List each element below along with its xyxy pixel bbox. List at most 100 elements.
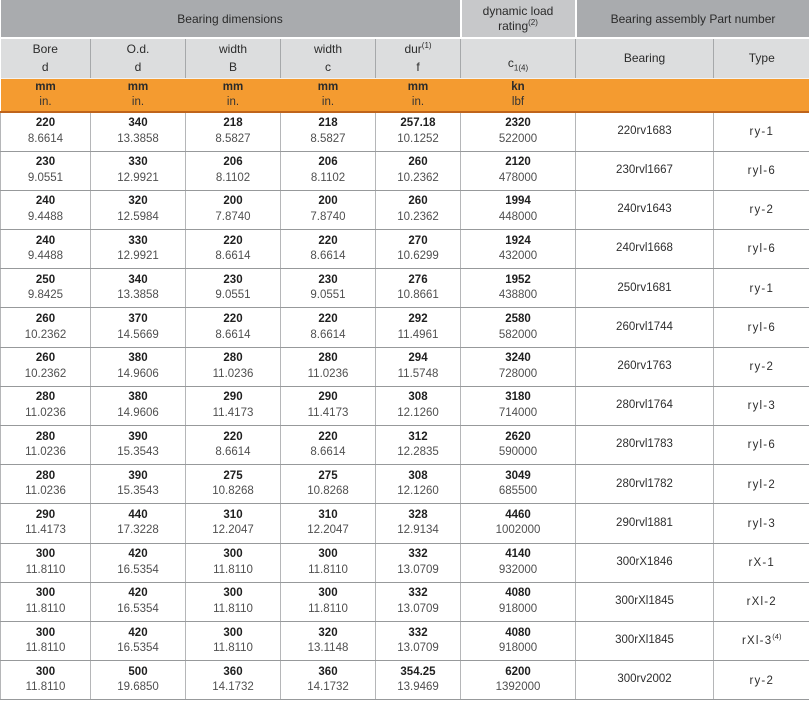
bearing-part-number: 250rv1681 xyxy=(617,281,672,294)
bearing-part-number: 280rvl1782 xyxy=(616,477,673,490)
value-in: 10.8268 xyxy=(307,485,349,498)
type-label: ryl-3 xyxy=(747,517,776,530)
cell-bore: 240 9.4488 xyxy=(0,190,91,231)
value-in: 7.8740 xyxy=(310,210,346,223)
value-lbf: 582000 xyxy=(498,328,538,341)
cell-bearing: 280rvl1764 xyxy=(575,386,714,427)
value-mm: 300 xyxy=(223,548,243,561)
value-in: 9.0551 xyxy=(215,289,251,302)
type-label: ryl-6 xyxy=(747,243,776,256)
value-lbf: 932000 xyxy=(498,563,538,576)
bearing-part-number: 300rXl1845 xyxy=(615,595,674,608)
value-mm: 220 xyxy=(223,430,243,443)
type-label: ry-2 xyxy=(749,204,775,217)
cell-bearing: 230rvl1667 xyxy=(575,151,714,191)
value-mm: 420 xyxy=(128,626,148,639)
table-row: 280 11.0236 390 15.3543 220 8.6614 220 8… xyxy=(0,425,809,466)
value-mm: 220 xyxy=(318,234,338,247)
value-mm: 280 xyxy=(318,352,338,365)
value-mm: 328 xyxy=(408,508,428,521)
cell-width-c: 300 11.8110 xyxy=(280,582,376,622)
value-mm: 260 xyxy=(35,313,56,326)
value-mm: 294 xyxy=(408,352,428,365)
cell-bore: 300 11.8110 xyxy=(0,582,91,622)
table-row: 300 11.8110 420 16.5354 300 11.8110 300 … xyxy=(0,582,809,622)
cell-type: ryl-6 xyxy=(713,307,809,348)
value-in: 11.5748 xyxy=(397,367,439,380)
cell-width-c: 230 9.0551 xyxy=(280,268,376,309)
cell-load-rating: 4080 918000 xyxy=(460,582,576,622)
value-in: 19.6850 xyxy=(117,681,159,694)
value-mm: 332 xyxy=(408,626,428,639)
cell-load-rating: 6200 1392000 xyxy=(460,660,576,701)
value-mm: 370 xyxy=(128,313,148,326)
cell-load-rating: 3240 728000 xyxy=(460,347,576,387)
col-header-bore: Bore d xyxy=(0,38,91,79)
value-mm: 230 xyxy=(35,156,56,169)
value-in: 8.5827 xyxy=(215,132,251,145)
table-row: 260 10.2362 370 14.5669 220 8.6614 220 8… xyxy=(0,307,809,348)
cell-dur: 276 10.8661 xyxy=(375,268,461,309)
col-header-width-c: width c xyxy=(280,38,376,79)
value-kn: 3049 xyxy=(505,469,531,482)
col-header-width-b-bottom: B xyxy=(228,60,237,75)
value-mm: 200 xyxy=(318,195,338,208)
value-in: 8.6614 xyxy=(27,132,64,145)
cell-width-b: 218 8.5827 xyxy=(185,112,281,152)
cell-width-b: 290 11.4173 xyxy=(185,386,281,427)
cell-load-rating: 4080 918000 xyxy=(460,621,576,662)
cell-bearing: 300rX1846 xyxy=(575,543,714,583)
value-mm: 330 xyxy=(128,234,148,247)
value-mm: 300 xyxy=(35,626,56,639)
value-kn: 4080 xyxy=(505,587,531,600)
value-in: 13.3858 xyxy=(117,132,159,145)
value-in: 10.2362 xyxy=(397,210,439,223)
value-kn: 4080 xyxy=(505,626,531,639)
value-mm: 240 xyxy=(35,195,56,208)
bearing-part-number: 280rvl1783 xyxy=(616,438,673,451)
value-mm: 280 xyxy=(223,352,243,365)
bearing-part-number: 230rvl1667 xyxy=(616,164,673,177)
cell-bearing: 260rvl1744 xyxy=(575,307,714,348)
value-mm: 300 xyxy=(223,626,243,639)
cell-type: ryl-6 xyxy=(713,229,809,270)
value-in: 10.1252 xyxy=(397,132,439,145)
cell-type: ry-2 xyxy=(713,660,809,701)
value-mm: 280 xyxy=(35,391,56,404)
type-label: ryl-6 xyxy=(747,164,776,177)
type-label: ryl-6 xyxy=(747,439,776,452)
value-in: 11.0236 xyxy=(25,446,66,459)
value-in: 15.3543 xyxy=(117,446,159,459)
value-in: 17.3228 xyxy=(117,524,159,537)
cell-bearing: 300rXl1845 xyxy=(575,582,714,622)
cell-type: rXl-2 xyxy=(713,582,809,622)
value-mm: 260 xyxy=(408,156,428,169)
col-header-c1-sub: 1(4) xyxy=(513,63,529,73)
value-mm: 220 xyxy=(223,234,243,247)
col-header-c1: c1(4) xyxy=(460,38,576,79)
type-label: ry-1 xyxy=(749,126,775,138)
table-row: 230 9.0551 330 12.9921 206 8.1102 206 8.… xyxy=(0,151,809,191)
value-mm: 300 xyxy=(35,587,56,600)
cell-dur: 354.25 13.9469 xyxy=(375,660,461,701)
value-in: 11.0236 xyxy=(25,485,66,498)
cell-load-rating: 1952 438800 xyxy=(460,268,576,309)
value-in: 14.9606 xyxy=(117,367,159,380)
cell-width-b: 220 8.6614 xyxy=(185,307,281,348)
type-label: ryl-2 xyxy=(747,478,776,491)
table-row: 290 11.4173 440 17.3228 310 12.2047 310 … xyxy=(0,503,809,544)
value-mm: 300 xyxy=(35,548,56,561)
value-kn: 3240 xyxy=(505,352,531,365)
value-mm: 276 xyxy=(408,273,428,286)
cell-width-c: 280 11.0236 xyxy=(280,347,376,387)
cell-type: rXl-3(4) xyxy=(713,621,809,662)
value-mm: 220 xyxy=(35,117,56,130)
unit-cell-width-b: mm in. xyxy=(185,78,281,113)
type-label: rXl-3 xyxy=(742,635,773,648)
value-mm: 290 xyxy=(35,508,56,521)
cell-type: ryl-3 xyxy=(713,386,809,427)
type-label: ry-1 xyxy=(749,282,775,295)
value-mm: 250 xyxy=(35,273,56,286)
header-bearing-dimensions-label: Bearing dimensions xyxy=(177,12,283,26)
cell-bore: 260 10.2362 xyxy=(0,307,91,348)
